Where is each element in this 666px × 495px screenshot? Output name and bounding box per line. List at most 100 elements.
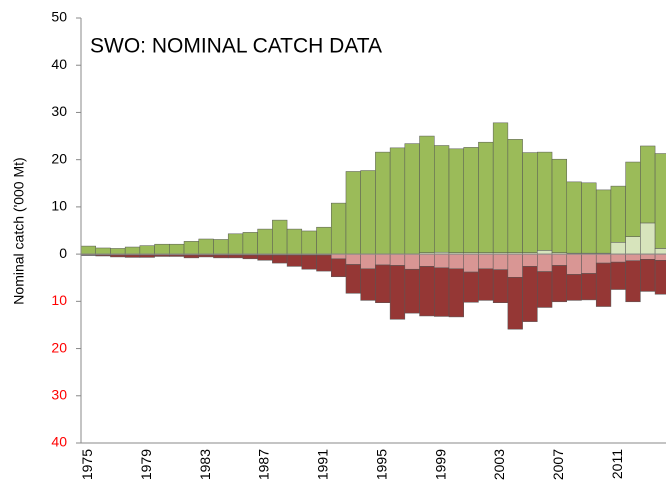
bar-segment: [434, 267, 450, 317]
bar-segment: [654, 248, 666, 255]
bar-segment: [478, 253, 494, 270]
bar-segment: [537, 253, 553, 272]
bar-segment: [595, 189, 612, 254]
bar-segment: [360, 170, 376, 255]
y-tick-label: 0: [59, 245, 67, 261]
bar-segment: [492, 122, 509, 253]
bar-segment: [404, 268, 420, 314]
bar-segment: [551, 253, 568, 266]
bar-segment: [257, 228, 273, 255]
bar-segment: [301, 230, 317, 255]
bar-segment: [345, 171, 361, 255]
bar-segment: [345, 264, 361, 294]
bar-segment: [625, 236, 641, 255]
bar-segment: [640, 253, 656, 260]
bar-segment: [110, 248, 126, 255]
bar-segment: [537, 250, 553, 255]
bar-segment: [537, 151, 553, 251]
bar-segment: [404, 143, 420, 255]
bar-segment: [507, 139, 523, 253]
bar-segment: [330, 253, 347, 260]
x-tick-label: 1991: [315, 449, 331, 480]
bar-segment: [389, 265, 406, 320]
bar-segment: [522, 152, 538, 253]
bar-segment: [316, 226, 332, 255]
y-tick-label: 40: [51, 434, 67, 450]
bar-segment: [213, 254, 229, 259]
bar-segment: [640, 222, 656, 255]
bar-segment: [183, 241, 200, 255]
bar-segment: [581, 253, 597, 274]
bar-segment: [595, 253, 612, 264]
bar-segment: [257, 254, 273, 261]
bar-segment: [463, 253, 479, 273]
x-tick-label: 1987: [256, 449, 272, 480]
bar-segment: [183, 254, 200, 259]
bar-segment: [169, 243, 185, 255]
bar-segment: [610, 242, 626, 255]
bar-segment: [95, 254, 111, 257]
bar-segment: [448, 253, 464, 270]
bar-segment: [227, 254, 244, 259]
bar-segment: [581, 182, 597, 254]
bar-segment: [242, 232, 258, 255]
bar-segment: [330, 202, 347, 255]
bar-segment: [227, 233, 244, 255]
bar-segment: [154, 243, 170, 255]
bar-segment: [198, 254, 214, 258]
bar-segment: [389, 253, 406, 266]
bar-segment: [566, 274, 582, 301]
bar-segment: [419, 266, 435, 317]
bar-segment: [492, 253, 509, 270]
bar-segment: [375, 151, 391, 255]
y-tick-label: 50: [51, 9, 67, 25]
bar-segment: [434, 145, 450, 253]
bar-segment: [522, 266, 538, 322]
bar-segment: [595, 262, 612, 307]
bar-segment: [95, 247, 111, 255]
bar-segment: [610, 261, 626, 290]
bar-segment: [124, 254, 141, 258]
x-tick-label: 1999: [432, 449, 448, 480]
x-tick-label: 2011: [609, 449, 625, 479]
bar-segment: [169, 254, 185, 257]
y-tick-label: 20: [51, 339, 67, 355]
bar-segment: [272, 219, 288, 255]
bar-segment: [625, 253, 641, 261]
bar-segment: [419, 253, 435, 267]
bar-segment: [551, 265, 568, 303]
bar-segment: [330, 258, 347, 278]
bar-segment: [625, 161, 641, 237]
bar-segment: [360, 268, 376, 301]
bar-segment: [419, 135, 435, 253]
x-tick-label: 1975: [79, 449, 95, 480]
bar-segment: [478, 268, 494, 301]
bar-segment: [404, 253, 420, 270]
bar-segment: [463, 271, 479, 303]
x-tick-label: 1979: [138, 449, 154, 480]
bar-segment: [301, 254, 317, 270]
bar-segment: [625, 260, 641, 303]
bar-segment: [551, 158, 568, 253]
bar-segment: [654, 253, 666, 261]
bar-segment: [640, 145, 656, 224]
y-tick-label: 10: [51, 292, 67, 308]
bar-segment: [566, 253, 582, 275]
bar-segment: [389, 147, 406, 255]
bar-segment: [139, 254, 155, 258]
bar-segment: [375, 253, 391, 266]
bar-segment: [286, 254, 303, 267]
bar-segment: [375, 264, 391, 304]
bar-segment: [581, 273, 597, 301]
bar-segment: [522, 253, 538, 267]
x-tick-label: 2003: [491, 449, 507, 480]
bar-segment: [492, 269, 509, 304]
bar-segment: [80, 245, 96, 255]
bar-segment: [124, 246, 141, 255]
bar-segment: [654, 260, 666, 295]
bar-segment: [286, 228, 303, 255]
bar-segment: [507, 277, 523, 330]
bar-segment: [110, 254, 126, 258]
